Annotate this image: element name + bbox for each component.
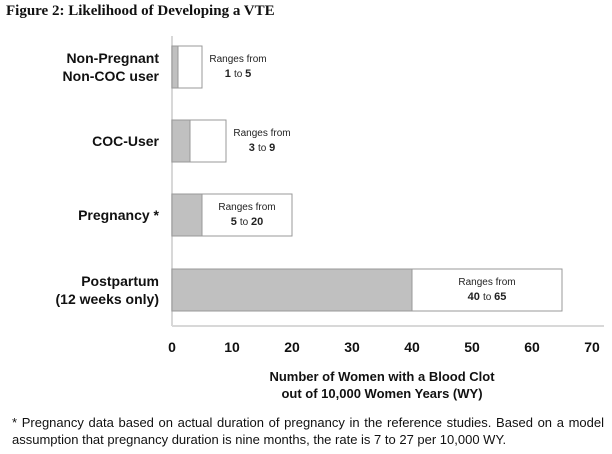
x-axis-label-line-1: Number of Women with a Blood Clot [269, 369, 495, 384]
x-tick-label: 50 [464, 339, 480, 355]
category-label: Postpartum [81, 273, 159, 289]
x-tick-label: 30 [344, 339, 360, 355]
annotation-prefix: Ranges from [218, 202, 275, 213]
x-tick-label: 20 [284, 339, 300, 355]
x-axis-label-line-2: out of 10,000 Women Years (WY) [281, 386, 483, 401]
annotation-range: 1 to 5 [225, 68, 251, 80]
bar-range-low [171, 268, 413, 312]
category-label: COC-User [92, 133, 159, 149]
annotation-range: 5 to 20 [231, 216, 264, 228]
category-label: Non-Pregnant [66, 50, 159, 66]
bar-range-low [171, 193, 203, 237]
bar-range-low [171, 45, 179, 89]
x-tick-label: 40 [404, 339, 420, 355]
category-label: Pregnancy * [78, 207, 159, 223]
x-axis-label: Number of Women with a Blood Clot out of… [172, 368, 592, 402]
annotation-prefix: Ranges from [458, 277, 515, 288]
footnote: * Pregnancy data based on actual duratio… [12, 415, 604, 447]
annotation-prefix: Ranges from [209, 54, 266, 65]
x-tick-label: 10 [224, 339, 240, 355]
annotation-prefix: Ranges from [233, 128, 290, 139]
category-label: (12 weeks only) [56, 291, 160, 307]
x-tick-label: 60 [524, 339, 540, 355]
x-tick-label: 70 [584, 339, 600, 355]
bar-range-low [171, 119, 191, 163]
figure-title: Figure 2: Likelihood of Developing a VTE [6, 3, 275, 19]
annotation-range: 40 to 65 [468, 291, 507, 303]
annotation-range: 3 to 9 [249, 142, 275, 154]
category-label: Non-COC user [63, 68, 160, 84]
x-tick-label: 0 [168, 339, 176, 355]
